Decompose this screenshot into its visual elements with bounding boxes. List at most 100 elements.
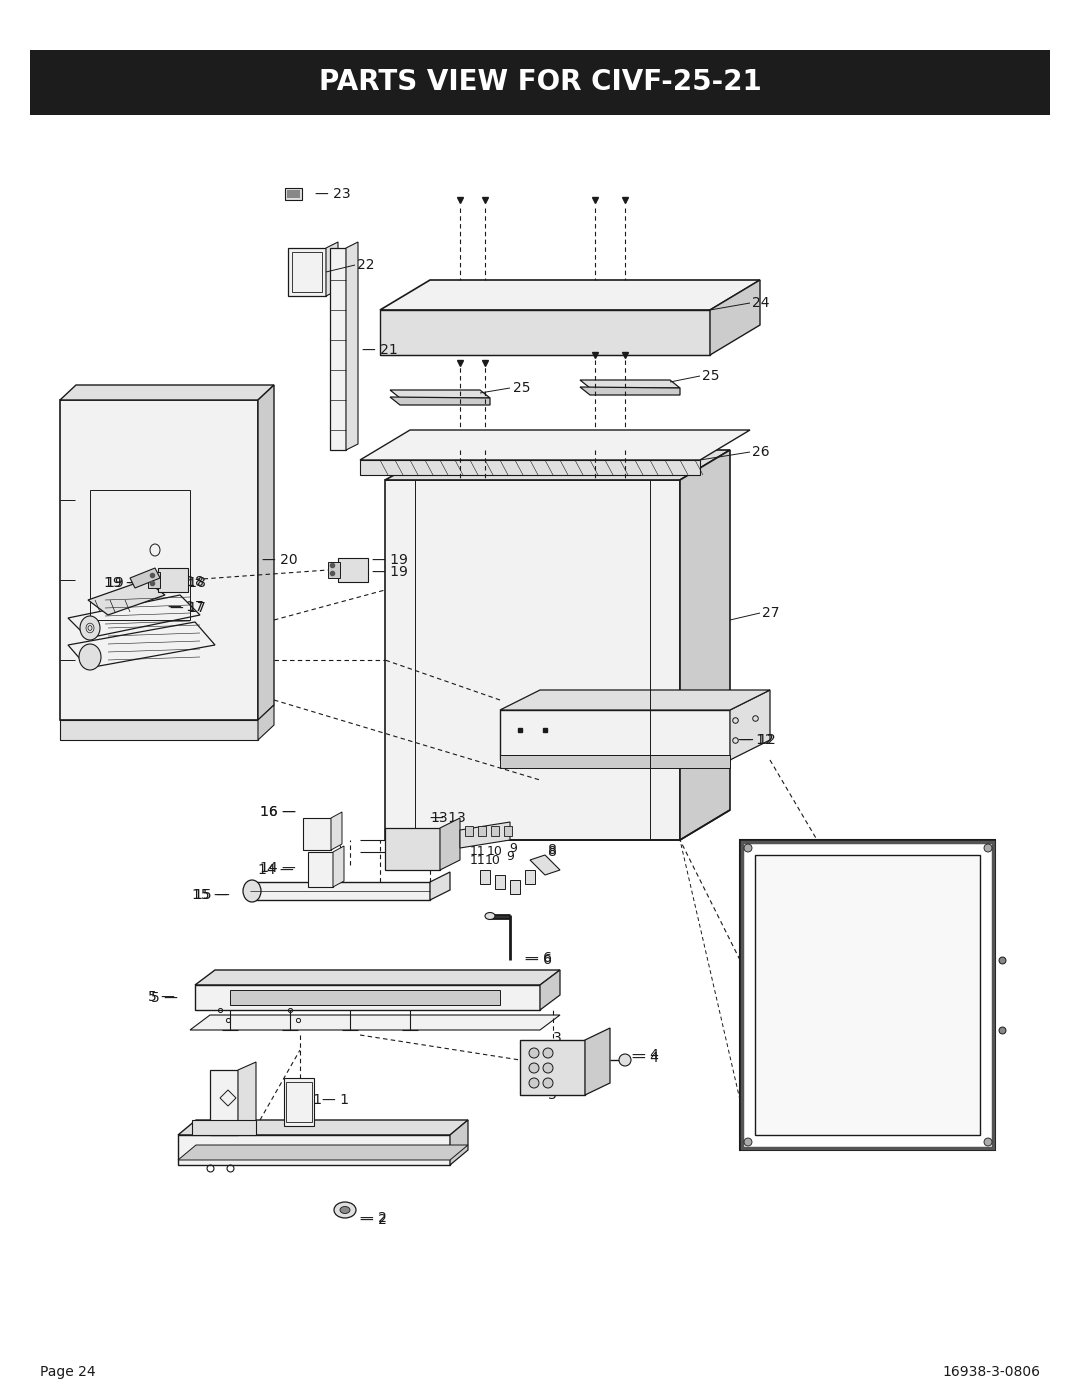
Ellipse shape: [543, 1078, 553, 1088]
Text: — 1: — 1: [322, 1092, 349, 1106]
Polygon shape: [333, 847, 345, 887]
Ellipse shape: [485, 912, 495, 919]
Polygon shape: [68, 622, 215, 668]
Text: 16 —: 16 —: [260, 805, 296, 819]
Text: — 18: — 18: [168, 576, 204, 590]
Ellipse shape: [529, 1063, 539, 1073]
Text: — 12: — 12: [740, 733, 775, 747]
Polygon shape: [87, 580, 165, 615]
Bar: [465, 826, 473, 835]
Ellipse shape: [529, 1078, 539, 1088]
Text: 24: 24: [752, 296, 769, 310]
Polygon shape: [384, 481, 680, 840]
Polygon shape: [540, 970, 561, 1010]
Bar: [288, 249, 326, 296]
Text: 16938-3-0806: 16938-3-0806: [942, 1365, 1040, 1379]
Polygon shape: [330, 249, 346, 450]
Text: 13: 13: [430, 812, 447, 826]
Polygon shape: [178, 1134, 450, 1165]
Text: 9: 9: [507, 851, 514, 863]
Polygon shape: [178, 1120, 468, 1134]
Bar: [230, 990, 500, 1004]
Text: 19 —: 19 —: [106, 576, 141, 590]
Ellipse shape: [80, 616, 100, 640]
Bar: [30, 50, 1050, 115]
Ellipse shape: [744, 844, 752, 852]
Polygon shape: [384, 450, 730, 481]
Text: 27: 27: [762, 606, 780, 620]
Text: 14 —: 14 —: [260, 861, 296, 875]
Bar: [292, 251, 322, 292]
Polygon shape: [380, 310, 710, 355]
Text: 15 —: 15 —: [194, 888, 230, 902]
Polygon shape: [680, 450, 730, 840]
Bar: [90, 490, 190, 620]
Text: — 20: — 20: [262, 553, 298, 567]
Text: 26: 26: [752, 446, 770, 460]
Ellipse shape: [543, 1063, 553, 1073]
Text: 25: 25: [513, 381, 530, 395]
Polygon shape: [384, 828, 440, 870]
Bar: [519, 1039, 585, 1095]
Bar: [478, 826, 486, 835]
Bar: [338, 557, 368, 583]
Text: PARTS VIEW FOR CIVF-25-21: PARTS VIEW FOR CIVF-25-21: [319, 68, 761, 96]
Polygon shape: [390, 390, 490, 398]
Bar: [740, 840, 995, 1150]
Polygon shape: [585, 1028, 610, 1095]
Polygon shape: [249, 882, 430, 900]
Polygon shape: [530, 855, 561, 875]
Text: — 23: — 23: [315, 187, 351, 201]
Ellipse shape: [984, 844, 993, 852]
Bar: [504, 826, 512, 835]
Bar: [158, 569, 188, 592]
Text: 5 —: 5 —: [151, 990, 178, 1004]
Text: — 1: — 1: [295, 1092, 322, 1106]
Text: — 13: — 13: [430, 812, 465, 826]
Polygon shape: [710, 279, 760, 355]
Bar: [287, 190, 300, 198]
Polygon shape: [195, 970, 561, 985]
Polygon shape: [730, 690, 770, 760]
Text: 16 —: 16 —: [260, 805, 296, 819]
Text: — 19: — 19: [372, 553, 408, 567]
Bar: [284, 1078, 314, 1126]
Polygon shape: [580, 380, 680, 388]
Text: 22: 22: [357, 258, 375, 272]
Ellipse shape: [79, 644, 102, 671]
Text: 10: 10: [487, 845, 503, 858]
Ellipse shape: [619, 1053, 631, 1066]
Polygon shape: [500, 690, 770, 710]
Polygon shape: [192, 1120, 256, 1134]
Polygon shape: [580, 387, 680, 395]
Ellipse shape: [334, 1201, 356, 1218]
Polygon shape: [190, 1016, 561, 1030]
Text: Page 24: Page 24: [40, 1365, 96, 1379]
Polygon shape: [130, 569, 160, 588]
Text: — 12: — 12: [738, 733, 773, 747]
Polygon shape: [258, 386, 274, 719]
Polygon shape: [238, 1062, 256, 1134]
Text: 10: 10: [485, 854, 501, 866]
Text: 15 —: 15 —: [192, 888, 228, 902]
Bar: [755, 855, 980, 1134]
Bar: [308, 852, 333, 887]
Bar: [510, 880, 519, 894]
Polygon shape: [195, 985, 540, 1010]
Polygon shape: [450, 1120, 468, 1165]
Text: — 19: — 19: [372, 564, 408, 578]
Polygon shape: [380, 279, 760, 310]
Text: 3: 3: [553, 1031, 562, 1045]
Polygon shape: [326, 242, 338, 296]
Bar: [303, 819, 330, 849]
Bar: [742, 842, 993, 1148]
Text: — 6: — 6: [525, 951, 552, 965]
Polygon shape: [460, 821, 510, 848]
Polygon shape: [390, 397, 490, 405]
Bar: [495, 875, 505, 888]
Ellipse shape: [243, 880, 261, 902]
Ellipse shape: [543, 1048, 553, 1058]
Text: 14 —: 14 —: [258, 863, 294, 877]
Text: — 18: — 18: [170, 576, 206, 590]
Polygon shape: [60, 719, 258, 740]
